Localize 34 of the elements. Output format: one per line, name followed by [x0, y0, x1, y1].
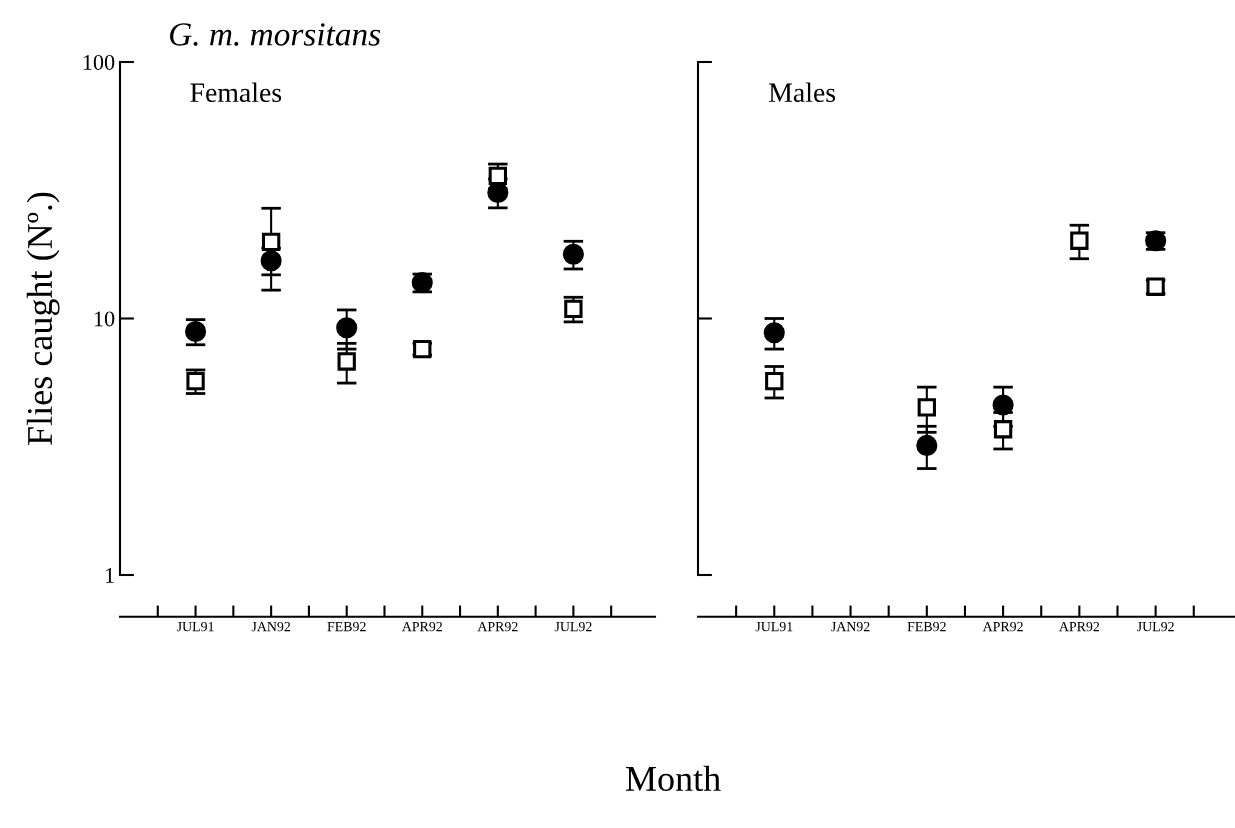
- annotation: Males: [769, 82, 836, 103]
- y-tick-label: 100: [83, 54, 115, 70]
- x-tick-label: JUL92: [1137, 621, 1174, 632]
- point: [261, 232, 281, 252]
- x-tick-label: FEB92: [327, 621, 366, 632]
- x-tick-label: JAN92: [831, 621, 870, 632]
- x-axis-title: Month: [625, 765, 721, 792]
- point: [260, 250, 282, 272]
- point: [1070, 231, 1089, 250]
- point: [564, 299, 583, 319]
- point: [488, 166, 507, 185]
- point: [336, 317, 358, 339]
- point: [917, 398, 936, 417]
- point: [992, 394, 1014, 416]
- x-tick-label: APR92: [982, 621, 1023, 632]
- point: [337, 352, 356, 371]
- x-tick-label: APR92: [1059, 621, 1100, 632]
- point: [562, 243, 584, 265]
- y-tick-label: 1: [105, 568, 114, 583]
- chart-title: G. m. morsitans: [169, 23, 381, 46]
- x-tick-label: FEB92: [907, 621, 946, 632]
- y-tick-label: 10: [94, 311, 115, 327]
- annotation: Females: [190, 82, 282, 103]
- point: [916, 434, 938, 456]
- x-tick-label: JUL91: [176, 621, 214, 632]
- point: [765, 371, 784, 391]
- x-tick-label: JUL92: [554, 621, 592, 632]
- x-tick-label: APR92: [401, 621, 442, 632]
- y-axis-title: Flies caught (Nº.): [26, 192, 60, 445]
- point: [763, 322, 785, 344]
- point: [993, 420, 1013, 439]
- x-tick-label: JAN92: [251, 621, 291, 632]
- x-tick-label: JUL91: [755, 621, 793, 632]
- x-tick-label: APR92: [477, 621, 518, 632]
